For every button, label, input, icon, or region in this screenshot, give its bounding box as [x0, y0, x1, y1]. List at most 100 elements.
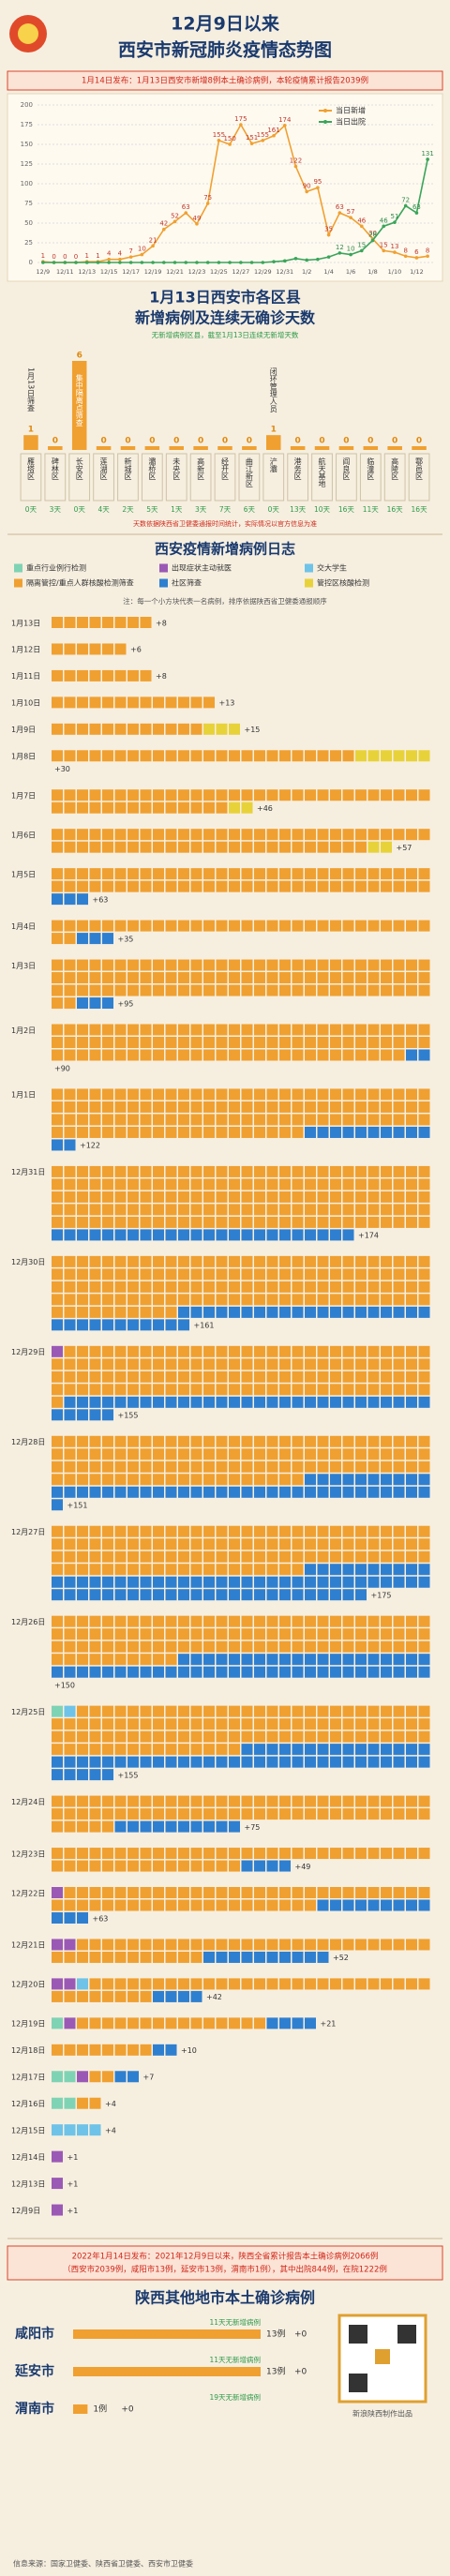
x-tick-label: 12/17 [122, 268, 140, 276]
case-square [64, 2071, 76, 2083]
case-square [52, 829, 63, 841]
case-square [89, 1860, 101, 1872]
case-square [418, 1705, 430, 1717]
case-square [64, 1730, 76, 1743]
case-square [203, 1848, 215, 1860]
case-square [317, 1370, 329, 1383]
case-square [140, 1887, 152, 1898]
case-square [203, 1474, 215, 1486]
case-square [241, 1576, 253, 1588]
case-square [203, 1705, 215, 1717]
case-square [393, 1358, 405, 1370]
case-square [89, 1396, 101, 1408]
case-square [190, 1589, 202, 1601]
case-square [406, 868, 417, 880]
case-square [355, 1268, 367, 1281]
case-square [279, 1268, 291, 1281]
case-square [355, 789, 367, 801]
case-square [266, 1268, 278, 1281]
case-square [368, 1204, 380, 1216]
case-square [165, 1384, 177, 1396]
case-square [114, 1268, 127, 1281]
case-square [355, 1756, 367, 1768]
case-square [229, 1474, 240, 1486]
case-square [330, 1628, 341, 1640]
point [349, 252, 352, 257]
case-square [381, 1576, 392, 1588]
case-square [241, 1384, 253, 1396]
case-square [140, 1319, 152, 1331]
case-square [418, 1978, 430, 1990]
case-square [77, 1848, 88, 1860]
case-square [266, 1795, 278, 1807]
case-square [140, 1744, 152, 1756]
case-square [203, 959, 215, 971]
case-square [52, 1474, 63, 1486]
case-square [77, 1370, 88, 1383]
x-tick-label: 12/11 [56, 268, 74, 276]
case-square [254, 1024, 265, 1036]
case-square [292, 1281, 304, 1293]
case-square [153, 1705, 164, 1717]
case-square [102, 1744, 113, 1756]
case-square [89, 880, 101, 892]
case-square [203, 1281, 215, 1293]
case-square [89, 2044, 101, 2056]
case-square [102, 920, 113, 932]
category-box [336, 453, 357, 502]
case-square [77, 1744, 88, 1756]
case-square [114, 1860, 127, 1872]
case-square [368, 1370, 380, 1383]
case-square [114, 1294, 127, 1306]
case-square [89, 1345, 101, 1357]
case-square [292, 1939, 304, 1951]
case-square [355, 1216, 367, 1228]
case-square [241, 1229, 253, 1241]
case-square [216, 1049, 228, 1061]
case-square [77, 723, 88, 735]
data-label: 57 [347, 208, 355, 216]
case-square [203, 1229, 215, 1241]
case-square [190, 1255, 202, 1267]
case-square [305, 1126, 316, 1138]
case-square [64, 1990, 76, 2002]
day-label: 1月5日 [11, 870, 36, 878]
case-square [114, 1474, 127, 1486]
data-label: 72 [401, 197, 410, 204]
case-square [355, 1165, 367, 1177]
case-square [381, 1396, 392, 1408]
case-square [102, 1718, 113, 1730]
case-square [342, 1744, 354, 1756]
case-square [153, 1088, 164, 1101]
case-square [165, 1178, 177, 1191]
x-tick-label: 碑林区 [51, 457, 59, 480]
case-square [305, 1345, 316, 1357]
x-tick-label: 12/27 [232, 268, 249, 276]
case-square [368, 1615, 380, 1627]
value-label: 13例 [266, 2366, 285, 2377]
case-square [77, 1384, 88, 1396]
case-square [330, 1887, 341, 1898]
day-label: 12月9日 [11, 2207, 40, 2215]
case-square [292, 1126, 304, 1138]
case-square [64, 1204, 76, 1216]
case-square [52, 643, 63, 655]
case-square [128, 1165, 139, 1177]
case-square [317, 1384, 329, 1396]
case-square [342, 1848, 354, 1860]
case-square [114, 1990, 127, 2002]
bar [96, 446, 112, 450]
case-square [77, 1049, 88, 1061]
data-label: 0 [74, 253, 78, 261]
case-square [64, 1795, 76, 1807]
case-square [52, 1564, 63, 1576]
case-square [279, 1589, 291, 1601]
case-square [153, 1319, 164, 1331]
case-square [64, 669, 76, 681]
case-square [406, 1037, 417, 1048]
case-square [355, 1037, 367, 1048]
case-square [381, 1358, 392, 1370]
case-square [216, 1899, 228, 1911]
x-tick-label: 1/10 [388, 268, 402, 276]
case-square [266, 1448, 278, 1460]
